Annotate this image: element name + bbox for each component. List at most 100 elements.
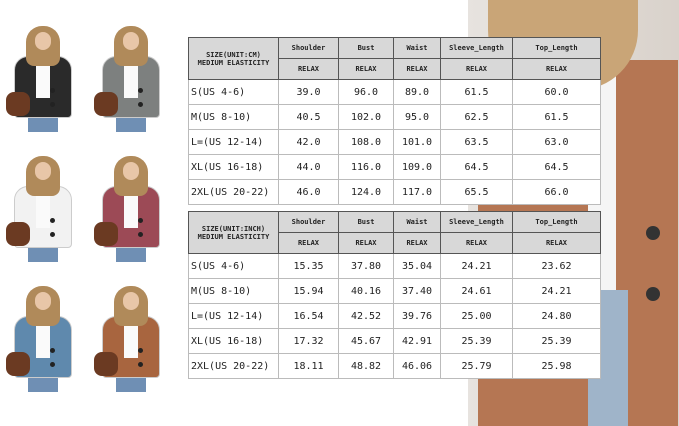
size-table-cm: SIZE(UNIT:CM) MEDIUM ELASTICITY Shoulder Bu… bbox=[188, 37, 601, 205]
measurement-cell: 64.5 bbox=[440, 154, 513, 180]
shirt bbox=[124, 318, 138, 358]
measurement-cell: 108.0 bbox=[338, 129, 394, 155]
size-cell: S(US 4-6) bbox=[188, 79, 279, 105]
relax-label: RELAX bbox=[393, 58, 441, 80]
measurement-cell: 37.80 bbox=[338, 253, 394, 279]
measurement-cell: 95.0 bbox=[393, 104, 441, 130]
size-cell: 2XL(US 20-22) bbox=[188, 353, 279, 379]
measurement-cell: 102.0 bbox=[338, 104, 394, 130]
color-thumbnail[interactable] bbox=[4, 152, 82, 262]
jacket-button bbox=[50, 348, 55, 353]
jacket-button bbox=[50, 362, 55, 367]
column-header: Shoulder bbox=[278, 211, 339, 233]
jacket-button bbox=[50, 88, 55, 93]
measurement-cell: 42.0 bbox=[278, 129, 339, 155]
measurement-cell: 42.91 bbox=[393, 328, 441, 354]
column-header: Waist bbox=[393, 37, 441, 59]
handbag bbox=[6, 92, 30, 116]
color-thumbnail[interactable] bbox=[92, 152, 170, 262]
size-cell: M(US 8-10) bbox=[188, 278, 279, 304]
column-header: Top_Length bbox=[512, 211, 601, 233]
jacket-button bbox=[138, 362, 143, 367]
relax-label: RELAX bbox=[393, 232, 441, 254]
relax-label: RELAX bbox=[338, 58, 394, 80]
column-header: Shoulder bbox=[278, 37, 339, 59]
measurement-cell: 116.0 bbox=[338, 154, 394, 180]
shirt bbox=[36, 318, 50, 358]
jacket-button bbox=[50, 102, 55, 107]
measurement-cell: 63.5 bbox=[440, 129, 513, 155]
measurement-cell: 39.76 bbox=[393, 303, 441, 329]
subheader-row: RELAX RELAX RELAX RELAX RELAX bbox=[189, 232, 601, 254]
measurement-cell: 35.04 bbox=[393, 253, 441, 279]
face bbox=[35, 162, 51, 180]
jeans bbox=[28, 246, 58, 262]
measurement-cell: 44.0 bbox=[278, 154, 339, 180]
shirt bbox=[124, 188, 138, 228]
jacket-button bbox=[50, 218, 55, 223]
color-thumbnail[interactable] bbox=[92, 282, 170, 392]
measurement-cell: 18.11 bbox=[278, 353, 339, 379]
relax-label: RELAX bbox=[512, 232, 601, 254]
size-cell: 2XL(US 20-22) bbox=[188, 179, 279, 205]
face bbox=[123, 32, 139, 50]
color-thumbnail[interactable] bbox=[4, 22, 82, 132]
column-header: Bust bbox=[338, 211, 394, 233]
size-cell: L=(US 12-14) bbox=[188, 129, 279, 155]
measurement-cell: 42.52 bbox=[338, 303, 394, 329]
handbag bbox=[94, 222, 118, 246]
measurement-cell: 15.35 bbox=[278, 253, 339, 279]
measurement-cell: 124.0 bbox=[338, 179, 394, 205]
shirt bbox=[36, 58, 50, 98]
jeans bbox=[28, 116, 58, 132]
table-row: L=(US 12-14) 42.0 108.0 101.0 63.5 63.0 bbox=[188, 129, 601, 155]
color-thumbnail[interactable] bbox=[92, 22, 170, 132]
unit-label: SIZE(UNIT:CM) bbox=[206, 50, 261, 59]
shirt bbox=[124, 58, 138, 98]
header-row: SIZE(UNIT:INCH) MEDIUM ELASTICITY Shoulder… bbox=[188, 211, 601, 254]
measurement-cell: 16.54 bbox=[278, 303, 339, 329]
measurement-cell: 24.21 bbox=[512, 278, 601, 304]
table-row: XL(US 16-18) 44.0 116.0 109.0 64.5 64.5 bbox=[188, 154, 601, 180]
jeans bbox=[116, 376, 146, 392]
measurement-cell: 96.0 bbox=[338, 79, 394, 105]
jacket-button bbox=[646, 226, 660, 240]
relax-label: RELAX bbox=[278, 232, 339, 254]
measurement-cell: 101.0 bbox=[393, 129, 441, 155]
table-row: M(US 8-10) 40.5 102.0 95.0 62.5 61.5 bbox=[188, 104, 601, 130]
measurement-cell: 46.0 bbox=[278, 179, 339, 205]
table-row: 2XL(US 20-22) 18.11 48.82 46.06 25.79 25.98 bbox=[188, 353, 601, 379]
table-row: S(US 4-6) 39.0 96.0 89.0 61.5 60.0 bbox=[188, 79, 601, 105]
header-row: SIZE(UNIT:CM) MEDIUM ELASTICITY Shoulder Bu… bbox=[188, 37, 601, 80]
color-thumbnail[interactable] bbox=[4, 282, 82, 392]
measurement-cell: 60.0 bbox=[512, 79, 601, 105]
jacket-button bbox=[138, 218, 143, 223]
measurement-cell: 109.0 bbox=[393, 154, 441, 180]
elasticity-label: MEDIUM ELASTICITY bbox=[197, 232, 270, 241]
relax-label: RELAX bbox=[440, 58, 513, 80]
size-cell: XL(US 16-18) bbox=[188, 328, 279, 354]
measurement-cell: 17.32 bbox=[278, 328, 339, 354]
table-row: M(US 8-10) 15.94 40.16 37.40 24.61 24.21 bbox=[188, 278, 601, 304]
size-header: SIZE(UNIT:CM) MEDIUM ELASTICITY bbox=[188, 37, 279, 80]
column-header: Bust bbox=[338, 37, 394, 59]
jeans bbox=[28, 376, 58, 392]
measurement-cell: 64.5 bbox=[512, 154, 601, 180]
jacket-button bbox=[646, 287, 660, 301]
size-cell: XL(US 16-18) bbox=[188, 154, 279, 180]
measurement-cell: 61.5 bbox=[512, 104, 601, 130]
measurement-cell: 25.00 bbox=[440, 303, 513, 329]
measurement-cell: 48.82 bbox=[338, 353, 394, 379]
handbag bbox=[94, 352, 118, 376]
measurement-cell: 40.5 bbox=[278, 104, 339, 130]
measurement-cell: 46.06 bbox=[393, 353, 441, 379]
column-header: Top_Length bbox=[512, 37, 601, 59]
measurement-cell: 24.61 bbox=[440, 278, 513, 304]
column-header: Sleeve_Length bbox=[440, 37, 513, 59]
face bbox=[35, 32, 51, 50]
measurement-cell: 66.0 bbox=[512, 179, 601, 205]
measurement-cell: 39.0 bbox=[278, 79, 339, 105]
measurement-cell: 15.94 bbox=[278, 278, 339, 304]
subheader-row: RELAX RELAX RELAX RELAX RELAX bbox=[189, 58, 601, 80]
measurement-cell: 25.39 bbox=[440, 328, 513, 354]
